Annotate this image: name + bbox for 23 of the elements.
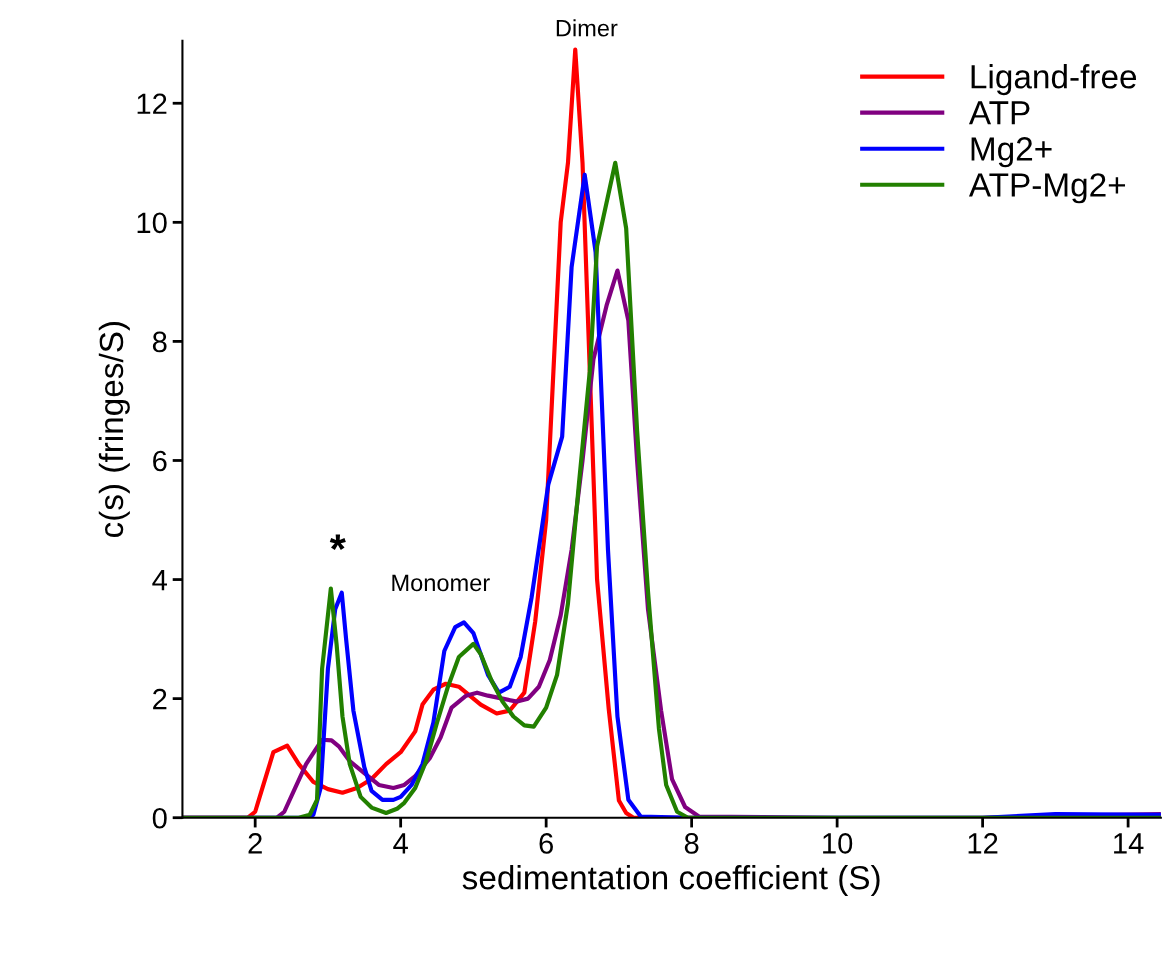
legend-label: Mg2+ bbox=[971, 137, 1052, 168]
y-axis-title: c(s) (fringes/S) bbox=[98, 322, 130, 538]
y-tick-label: 2 bbox=[153, 688, 167, 710]
x-tick-label: 10 bbox=[823, 833, 853, 854]
y-tick-label: 8 bbox=[152, 331, 167, 353]
annotation: Dimer bbox=[556, 19, 618, 37]
y-tick-label: 0 bbox=[152, 807, 167, 829]
x-tick-label: 14 bbox=[1114, 833, 1144, 854]
annotation: Monomer bbox=[392, 574, 490, 592]
annotation: * bbox=[329, 534, 346, 550]
legend-label: ATP-Mg2+ bbox=[968, 173, 1126, 204]
x-tick-label: 12 bbox=[968, 833, 998, 854]
legend-label: Ligand-free bbox=[971, 64, 1137, 96]
x-axis-title: sedimentation coefficient (S) bbox=[462, 865, 880, 897]
legend-label: ATP bbox=[968, 101, 1030, 125]
x-tick-label: 6 bbox=[539, 833, 553, 854]
x-tick-label: 2 bbox=[248, 833, 262, 854]
y-tick-label: 12 bbox=[137, 93, 167, 114]
y-tick-label: 10 bbox=[137, 212, 167, 234]
x-tick-label: 4 bbox=[393, 833, 408, 854]
y-tick-label: 4 bbox=[152, 570, 167, 591]
x-tick-label: 8 bbox=[684, 833, 699, 854]
y-tick-label: 6 bbox=[153, 450, 167, 472]
